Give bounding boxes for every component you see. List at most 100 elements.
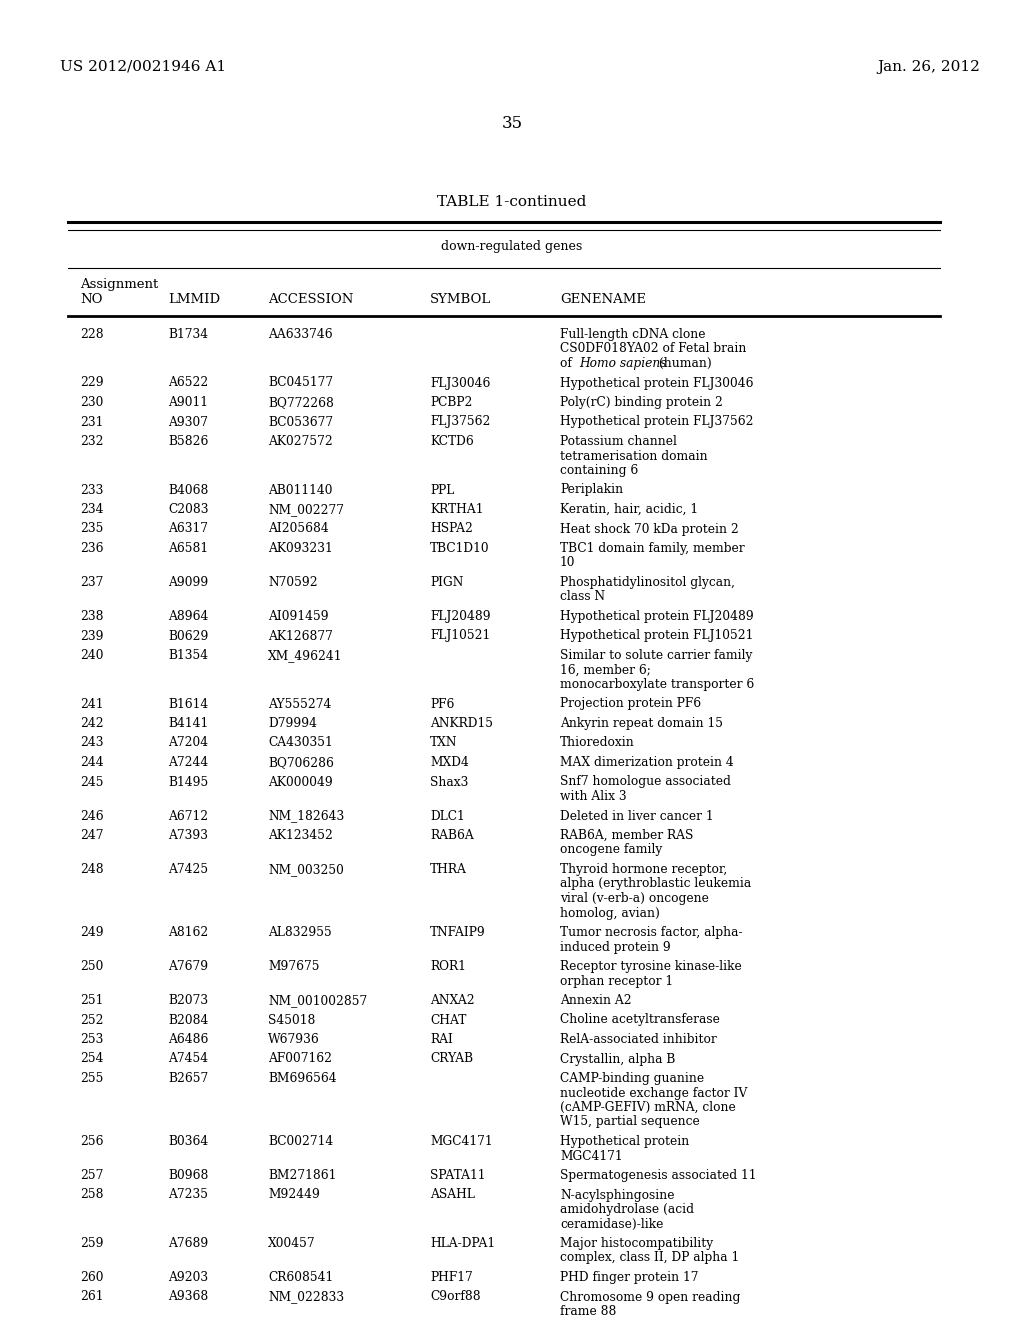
Text: N70592: N70592 xyxy=(268,576,317,589)
Text: BQ772268: BQ772268 xyxy=(268,396,334,409)
Text: RAB6A, member RAS: RAB6A, member RAS xyxy=(560,829,693,842)
Text: Poly(rC) binding protein 2: Poly(rC) binding protein 2 xyxy=(560,396,723,409)
Text: 261: 261 xyxy=(80,1291,103,1304)
Text: PPL: PPL xyxy=(430,483,455,496)
Text: M97675: M97675 xyxy=(268,960,319,973)
Text: CS0DF018YA02 of Fetal brain: CS0DF018YA02 of Fetal brain xyxy=(560,342,746,355)
Text: MGC4171: MGC4171 xyxy=(560,1150,623,1163)
Text: 252: 252 xyxy=(80,1014,103,1027)
Text: 228: 228 xyxy=(80,327,103,341)
Text: AA633746: AA633746 xyxy=(268,327,333,341)
Text: FLJ37562: FLJ37562 xyxy=(430,416,490,429)
Text: 249: 249 xyxy=(80,927,103,939)
Text: RAB6A: RAB6A xyxy=(430,829,474,842)
Text: 246: 246 xyxy=(80,809,103,822)
Text: A8964: A8964 xyxy=(168,610,208,623)
Text: B2657: B2657 xyxy=(168,1072,208,1085)
Text: B1495: B1495 xyxy=(168,776,208,788)
Text: AK126877: AK126877 xyxy=(268,630,333,643)
Text: monocarboxylate transporter 6: monocarboxylate transporter 6 xyxy=(560,678,755,690)
Text: AK000049: AK000049 xyxy=(268,776,333,788)
Text: Similar to solute carrier family: Similar to solute carrier family xyxy=(560,649,753,663)
Text: SPATA11: SPATA11 xyxy=(430,1170,485,1181)
Text: B0629: B0629 xyxy=(168,630,208,643)
Text: B1734: B1734 xyxy=(168,327,208,341)
Text: 230: 230 xyxy=(80,396,103,409)
Text: A9011: A9011 xyxy=(168,396,208,409)
Text: A8162: A8162 xyxy=(168,927,208,939)
Text: 234: 234 xyxy=(80,503,103,516)
Text: CHAT: CHAT xyxy=(430,1014,466,1027)
Text: Crystallin, alpha B: Crystallin, alpha B xyxy=(560,1052,676,1065)
Text: A9307: A9307 xyxy=(168,416,208,429)
Text: C9orf88: C9orf88 xyxy=(430,1291,480,1304)
Text: MGC4171: MGC4171 xyxy=(430,1135,493,1148)
Text: AK027572: AK027572 xyxy=(268,436,333,447)
Text: B1614: B1614 xyxy=(168,697,208,710)
Text: Annexin A2: Annexin A2 xyxy=(560,994,632,1007)
Text: Phosphatidylinositol glycan,: Phosphatidylinositol glycan, xyxy=(560,576,735,589)
Text: orphan receptor 1: orphan receptor 1 xyxy=(560,974,673,987)
Text: US 2012/0021946 A1: US 2012/0021946 A1 xyxy=(60,59,226,74)
Text: alpha (erythroblastic leukemia: alpha (erythroblastic leukemia xyxy=(560,878,752,891)
Text: NM_001002857: NM_001002857 xyxy=(268,994,368,1007)
Text: A7393: A7393 xyxy=(168,829,208,842)
Text: B2084: B2084 xyxy=(168,1014,208,1027)
Text: N-acylsphingosine: N-acylsphingosine xyxy=(560,1188,675,1201)
Text: BC045177: BC045177 xyxy=(268,376,333,389)
Text: AI091459: AI091459 xyxy=(268,610,329,623)
Text: LMMID: LMMID xyxy=(168,293,220,306)
Text: 241: 241 xyxy=(80,697,103,710)
Text: GENENAME: GENENAME xyxy=(560,293,646,306)
Text: PCBP2: PCBP2 xyxy=(430,396,472,409)
Text: 238: 238 xyxy=(80,610,103,623)
Text: BM696564: BM696564 xyxy=(268,1072,337,1085)
Text: BC053677: BC053677 xyxy=(268,416,333,429)
Text: 231: 231 xyxy=(80,416,103,429)
Text: SYMBOL: SYMBOL xyxy=(430,293,492,306)
Text: Hypothetical protein FLJ10521: Hypothetical protein FLJ10521 xyxy=(560,630,754,643)
Text: Hypothetical protein FLJ20489: Hypothetical protein FLJ20489 xyxy=(560,610,754,623)
Text: 237: 237 xyxy=(80,576,103,589)
Text: 236: 236 xyxy=(80,543,103,554)
Text: 257: 257 xyxy=(80,1170,103,1181)
Text: induced protein 9: induced protein 9 xyxy=(560,940,671,953)
Text: TNFAIP9: TNFAIP9 xyxy=(430,927,485,939)
Text: 10: 10 xyxy=(560,557,575,569)
Text: PHF17: PHF17 xyxy=(430,1271,473,1284)
Text: A7204: A7204 xyxy=(168,737,208,750)
Text: ASAHL: ASAHL xyxy=(430,1188,475,1201)
Text: A7244: A7244 xyxy=(168,756,208,770)
Text: 242: 242 xyxy=(80,717,103,730)
Text: BC002714: BC002714 xyxy=(268,1135,333,1148)
Text: RAI: RAI xyxy=(430,1034,453,1045)
Text: amidohydrolase (acid: amidohydrolase (acid xyxy=(560,1203,694,1216)
Text: AL832955: AL832955 xyxy=(268,927,332,939)
Text: Deleted in liver cancer 1: Deleted in liver cancer 1 xyxy=(560,809,714,822)
Text: 243: 243 xyxy=(80,737,103,750)
Text: Assignment: Assignment xyxy=(80,279,159,290)
Text: M92449: M92449 xyxy=(268,1188,319,1201)
Text: AF007162: AF007162 xyxy=(268,1052,332,1065)
Text: KRTHA1: KRTHA1 xyxy=(430,503,483,516)
Text: A7235: A7235 xyxy=(168,1188,208,1201)
Text: 259: 259 xyxy=(80,1237,103,1250)
Text: A6486: A6486 xyxy=(168,1034,208,1045)
Text: FLJ20489: FLJ20489 xyxy=(430,610,490,623)
Text: 254: 254 xyxy=(80,1052,103,1065)
Text: TBC1 domain family, member: TBC1 domain family, member xyxy=(560,543,744,554)
Text: 248: 248 xyxy=(80,863,103,876)
Text: KCTD6: KCTD6 xyxy=(430,436,474,447)
Text: PHD finger protein 17: PHD finger protein 17 xyxy=(560,1271,698,1284)
Text: B0968: B0968 xyxy=(168,1170,208,1181)
Text: AK093231: AK093231 xyxy=(268,543,333,554)
Text: D79994: D79994 xyxy=(268,717,317,730)
Text: ANKRD15: ANKRD15 xyxy=(430,717,493,730)
Text: A9368: A9368 xyxy=(168,1291,208,1304)
Text: NM_003250: NM_003250 xyxy=(268,863,344,876)
Text: TABLE 1-continued: TABLE 1-continued xyxy=(437,195,587,209)
Text: AB011140: AB011140 xyxy=(268,483,333,496)
Text: CAMP-binding guanine: CAMP-binding guanine xyxy=(560,1072,705,1085)
Text: Shax3: Shax3 xyxy=(430,776,468,788)
Text: of: of xyxy=(560,356,575,370)
